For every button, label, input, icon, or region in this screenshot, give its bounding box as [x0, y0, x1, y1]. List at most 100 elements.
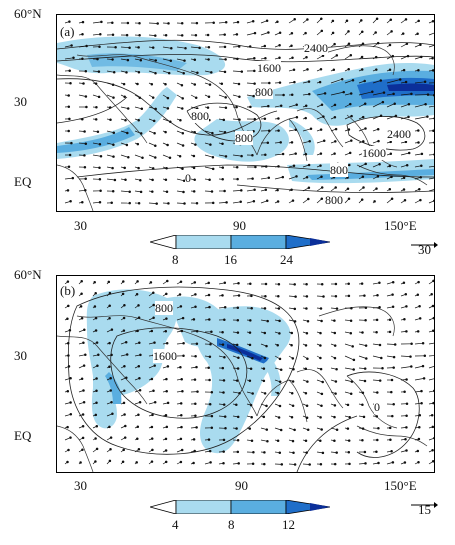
wind-vector-head: [277, 117, 280, 120]
wind-vector: [386, 115, 397, 120]
wind-vector-head: [109, 118, 112, 121]
wind-vector-head: [71, 176, 75, 180]
wind-vector-head: [207, 95, 211, 99]
wind-vector-head: [251, 462, 255, 466]
wind-vector: [358, 355, 367, 359]
wind-vector-head: [99, 189, 102, 193]
wind-vector-head: [432, 93, 434, 97]
wind-vector-head: [265, 404, 268, 408]
wind-vector: [218, 202, 227, 204]
wind-vector-head: [136, 82, 139, 86]
contours-b: [67, 286, 420, 472]
wind-vector-head: [94, 292, 97, 295]
wind-vector-head: [150, 437, 154, 440]
wind-vector-head: [67, 165, 71, 169]
wind-vector-head: [137, 46, 140, 49]
wind-vector-head: [390, 175, 393, 179]
wind-vector-head: [361, 427, 365, 430]
wind-vector-head: [320, 404, 323, 408]
wind-vector-head: [320, 428, 323, 431]
wind-vector-head: [251, 357, 254, 360]
wind-vector-head: [67, 448, 70, 452]
wind-vector-head: [222, 438, 226, 442]
wind-vector-head: [263, 331, 267, 335]
wind-vector-head: [95, 377, 98, 380]
wind-vector-head: [248, 343, 252, 347]
wind-vector-head: [390, 30, 393, 33]
wind-vector-head: [306, 357, 309, 360]
wind-vector-head: [193, 83, 197, 86]
wind-vector-head: [320, 29, 324, 33]
wind-vector: [344, 343, 353, 347]
wind-vector-head: [180, 414, 183, 417]
wind-vector-head: [333, 116, 337, 119]
wind-vector-head: [208, 402, 212, 406]
contour-label-800-south: 800: [325, 193, 343, 207]
wind-vector-head: [418, 425, 421, 429]
wind-vector-head: [223, 33, 226, 36]
wind-vector-head: [307, 80, 311, 83]
wind-vector-head: [290, 32, 294, 35]
wind-vector-head: [223, 318, 226, 322]
wind-vector-head: [126, 21, 130, 25]
wind-vector-head: [433, 436, 434, 440]
wind-vector: [246, 32, 256, 36]
wind-vector-head: [111, 412, 114, 416]
wind-vector-head: [152, 291, 155, 294]
wind-vector: [260, 177, 269, 180]
colorbar-a-tick-8: 8: [172, 252, 179, 267]
wind-vector-head: [292, 164, 296, 167]
wind-vector-head: [110, 401, 113, 404]
wind-vector-head: [122, 280, 125, 283]
wind-vector-head: [266, 319, 269, 323]
wind-vector-head: [165, 377, 168, 381]
wind-vector-head: [319, 307, 323, 310]
wind-vector: [428, 177, 434, 180]
lon-label-150e-b: 150°E: [384, 478, 417, 493]
wind-vector-head: [419, 43, 422, 46]
wind-vector-head: [85, 105, 88, 109]
wind-vector-head: [430, 293, 433, 296]
wind-vector-head: [361, 403, 364, 406]
wind-vector-head: [167, 22, 170, 25]
wind-vector-head: [221, 166, 225, 169]
wind-vector-head: [137, 304, 140, 307]
wind-vector-head: [137, 201, 141, 205]
wind-vector-head: [126, 58, 130, 62]
wind-vector-head: [402, 176, 406, 180]
wind-vector-head: [108, 365, 111, 368]
wind-vector-head: [290, 141, 294, 144]
wind-vector-head: [66, 341, 70, 345]
wind-vector-head: [380, 356, 383, 360]
wind-vector-head: [249, 282, 252, 286]
wind-vector-head: [432, 279, 434, 283]
wind-vector-head: [112, 143, 115, 146]
wind-vector-head: [235, 166, 239, 169]
wind-vector-head: [223, 70, 227, 74]
wind-vector-head: [248, 427, 252, 430]
wind-vector-head: [390, 378, 394, 382]
wind-vector: [414, 103, 426, 108]
wind-vector-head: [251, 392, 254, 395]
wind-vector-head: [211, 155, 215, 159]
wind-vector-head: [305, 404, 309, 408]
wind-vector-head: [333, 42, 336, 46]
lon-label-150e: 150°E: [384, 218, 417, 233]
wind-vector-head: [363, 367, 367, 370]
wind-vector-head: [417, 460, 420, 464]
wind-vector-head: [431, 425, 434, 429]
wind-vector-head: [194, 414, 197, 417]
wind-vector-head: [122, 316, 126, 320]
wind-vector-head: [323, 92, 327, 95]
wind-vector-head: [193, 449, 196, 453]
wind-vector-head: [375, 450, 378, 453]
wind-vector-head: [424, 103, 427, 106]
wind-vector-head: [364, 319, 367, 322]
wind-vector-head: [401, 32, 405, 35]
wind-vector-head: [94, 316, 98, 320]
lat-label-30-b: 30: [14, 348, 27, 363]
wind-vector-head: [180, 83, 184, 87]
wind-vector-head: [249, 105, 252, 109]
wind-vector-head: [305, 451, 308, 454]
wind-vector-head: [195, 21, 199, 25]
